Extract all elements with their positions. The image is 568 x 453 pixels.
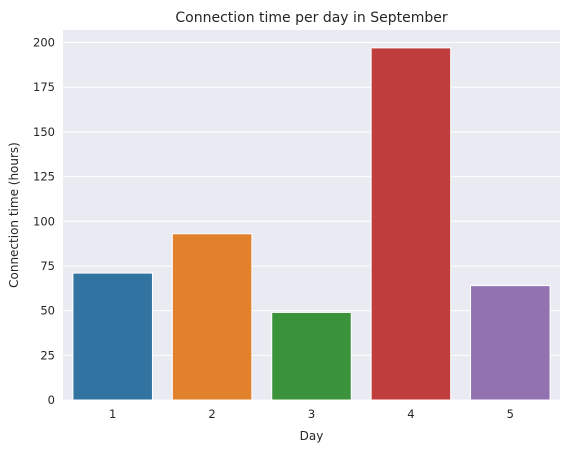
y-tick-label: 200 xyxy=(33,36,55,50)
y-tick-label: 0 xyxy=(48,393,55,407)
x-tick-labels: 1 2 3 4 5 xyxy=(109,407,514,421)
x-tick-label: 1 xyxy=(109,407,116,421)
y-tick-label: 150 xyxy=(33,125,55,139)
bar-day-3 xyxy=(271,311,352,401)
y-tick-label: 125 xyxy=(33,170,55,184)
y-tick-label: 25 xyxy=(40,348,55,362)
y-tick-label: 75 xyxy=(40,259,55,273)
bar-day-5 xyxy=(470,285,551,401)
bar-day-2 xyxy=(171,233,253,401)
y-tick-label: 100 xyxy=(33,214,55,228)
x-tick-label: 3 xyxy=(308,407,315,421)
x-tick-label: 2 xyxy=(208,407,215,421)
y-tick-labels: 0 25 50 75 100 125 150 175 200 xyxy=(33,36,55,407)
chart-title: Connection time per day in September xyxy=(175,10,447,26)
x-axis-label: Day xyxy=(300,429,324,443)
bars xyxy=(72,47,551,401)
bar-day-4 xyxy=(370,47,452,401)
x-tick-label: 5 xyxy=(507,407,514,421)
y-tick-label: 175 xyxy=(33,80,55,94)
x-tick-label: 4 xyxy=(407,407,414,421)
bar-day-1 xyxy=(72,272,153,401)
y-axis-label: Connection time (hours) xyxy=(7,142,21,288)
y-tick-label: 50 xyxy=(40,304,55,318)
